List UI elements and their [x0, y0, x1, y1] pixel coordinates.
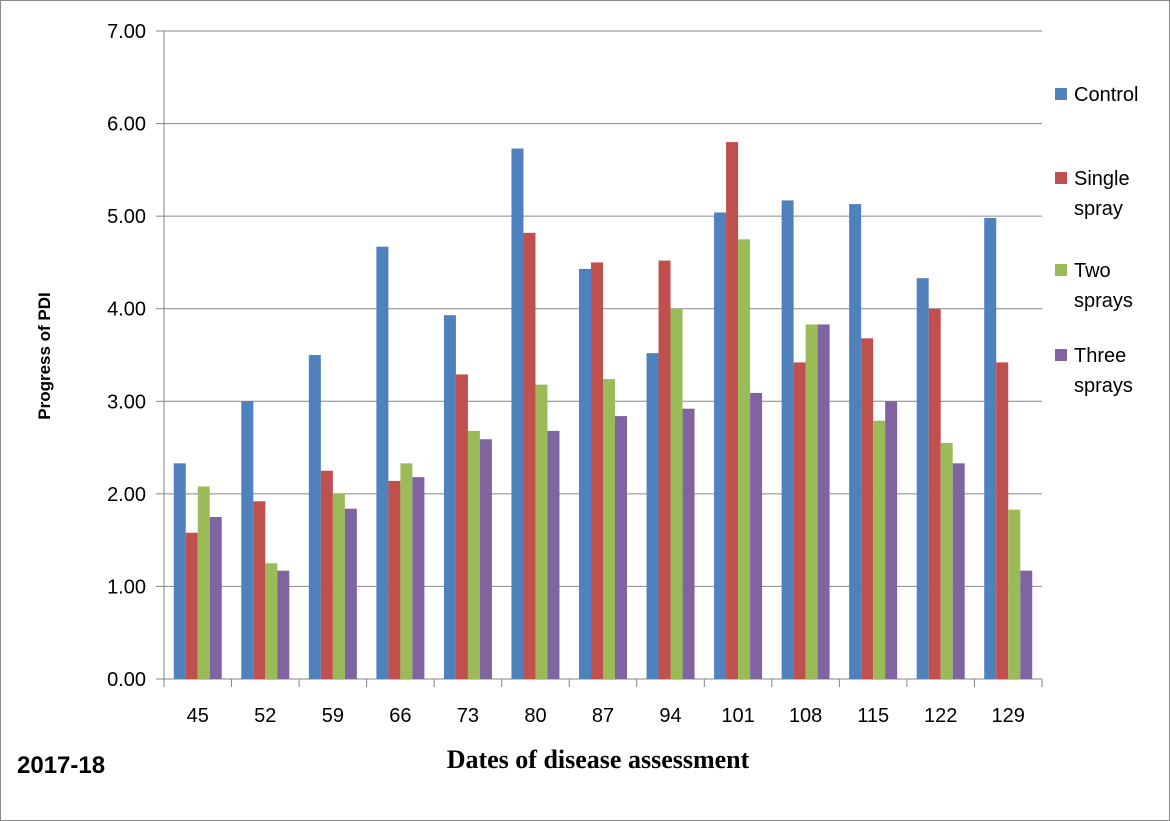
y-axis-label: Progress of PDI	[35, 292, 54, 420]
y-tick-label: 2.00	[107, 484, 146, 506]
bar-control	[714, 212, 727, 679]
bar-two-sprays	[467, 430, 480, 679]
bar-control	[916, 278, 929, 679]
bar-control	[308, 355, 321, 679]
bar-two-sprays	[603, 379, 615, 679]
bar-control	[849, 204, 862, 679]
bar-control	[443, 315, 456, 679]
x-tick-label: 115	[857, 705, 889, 727]
x-tick-label: 101	[721, 705, 754, 727]
y-tick-label: 5.00	[107, 206, 146, 228]
bar-three-sprays	[209, 517, 222, 679]
bar-two-sprays	[400, 463, 413, 679]
bar-three-sprays	[277, 570, 290, 679]
bar-single-spray	[928, 308, 941, 679]
bar-control	[984, 217, 997, 679]
bar-single-spray	[996, 362, 1009, 679]
bar-control	[511, 148, 524, 679]
bar-three-sprays	[1020, 570, 1033, 679]
bar-single-spray	[253, 501, 266, 679]
y-tick-label: 4.00	[107, 299, 146, 321]
bar-single-spray	[861, 338, 874, 679]
bar-control	[579, 268, 591, 679]
x-tick-label: 94	[659, 705, 681, 727]
bar-three-sprays	[615, 416, 627, 679]
x-tick-label: 66	[389, 705, 411, 727]
bar-single-spray	[388, 480, 401, 679]
bar-single-spray	[320, 470, 333, 679]
bar-three-sprays	[479, 439, 492, 679]
x-tick-label: 73	[457, 705, 479, 727]
bar-single-spray	[793, 362, 806, 679]
bar-single-spray	[185, 532, 198, 679]
legend-swatch	[1055, 172, 1067, 184]
legend-label: Control	[1074, 84, 1138, 106]
bar-control	[241, 401, 254, 679]
bar-control	[173, 463, 186, 679]
bar-three-sprays	[817, 324, 830, 679]
bar-two-sprays	[873, 420, 886, 679]
legend-label: Single	[1074, 168, 1130, 190]
bar-three-sprays	[547, 430, 560, 679]
bar-single-spray	[455, 374, 468, 679]
x-tick-label: 108	[789, 705, 822, 727]
x-tick-label: 45	[187, 705, 209, 727]
legend-swatch	[1055, 349, 1067, 361]
legend-swatch	[1055, 264, 1067, 276]
x-tick-label: 80	[524, 705, 546, 727]
bar-two-sprays	[1008, 509, 1021, 679]
x-tick-label: 122	[924, 705, 957, 727]
y-tick-label: 0.00	[107, 669, 146, 691]
bar-two-sprays	[805, 324, 818, 679]
y-tick-label: 7.00	[107, 21, 146, 43]
x-tick-label: 87	[592, 705, 614, 727]
bar-control	[781, 200, 794, 680]
bar-three-sprays	[885, 401, 898, 679]
legend-label: Two	[1074, 260, 1111, 282]
y-tick-label: 6.00	[107, 114, 146, 136]
x-tick-label: 129	[992, 705, 1025, 727]
x-axis-label: Dates of disease assessment	[447, 745, 750, 774]
bar-two-sprays	[535, 384, 548, 679]
bar-control	[376, 246, 389, 680]
bar-three-sprays	[682, 408, 695, 679]
bar-two-sprays	[332, 493, 345, 679]
bar-control	[646, 353, 659, 679]
legend-label: sprays	[1074, 290, 1133, 312]
bar-single-spray	[591, 262, 603, 679]
x-tick-label: 52	[254, 705, 276, 727]
y-tick-label: 1.00	[107, 576, 146, 598]
legend-label: Three	[1074, 345, 1126, 367]
bar-two-sprays	[940, 442, 953, 679]
bar-three-sprays	[344, 508, 357, 679]
bar-single-spray	[658, 260, 671, 679]
bar-single-spray	[726, 142, 739, 680]
bar-three-sprays	[412, 477, 425, 679]
bar-two-sprays	[197, 486, 210, 679]
bar-single-spray	[523, 232, 536, 679]
y-tick-label: 3.00	[107, 391, 146, 413]
bar-three-sprays	[952, 463, 965, 679]
bar-two-sprays	[738, 239, 751, 680]
bar-two-sprays	[265, 563, 278, 679]
legend-label: sprays	[1074, 375, 1133, 397]
season-annotation: 2017-18	[17, 752, 105, 779]
legend-label: spray	[1074, 198, 1123, 220]
bar-two-sprays	[670, 308, 683, 679]
legend-swatch	[1055, 88, 1067, 100]
x-tick-label: 59	[322, 705, 344, 727]
bar-three-sprays	[750, 392, 763, 679]
